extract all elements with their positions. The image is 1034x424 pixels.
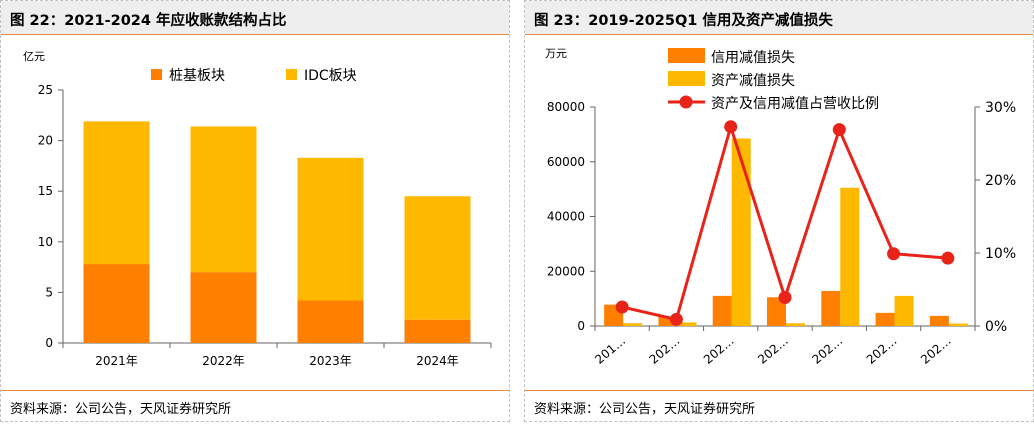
line-point — [669, 312, 683, 326]
line-point — [724, 120, 738, 134]
bar — [786, 323, 805, 326]
bar — [929, 315, 949, 326]
y-tick-label: 40000 — [547, 210, 585, 224]
bar-segment — [297, 157, 364, 301]
x-tick-label: 202… — [647, 334, 683, 367]
y-tick-label: 0 — [45, 336, 53, 350]
bar-line-combo-chart: 万元 0 20000 40000 60000 80000 0% 10% 20% 30% 201… 20… — [545, 47, 1016, 367]
y-tick-label: 80000 — [547, 100, 585, 114]
chart-panel-left: 图 22：2021-2024 年应收账款结构占比 亿元 0 5 10 15 20 25 202… — [0, 0, 510, 422]
line-point — [832, 123, 846, 137]
y2-tick-label: 0% — [985, 319, 1007, 335]
bar-segment — [190, 126, 257, 273]
y-tick-label: 60000 — [547, 155, 585, 169]
legend-swatch — [286, 69, 297, 80]
y-tick-label: 10 — [38, 235, 53, 249]
bar — [658, 316, 678, 326]
series-line — [621, 121, 948, 322]
bar-segment — [83, 121, 150, 265]
bar — [821, 290, 841, 326]
legend-marker — [679, 95, 693, 109]
x-tick-label: 2022年 — [202, 354, 245, 368]
y-tick-label: 0 — [577, 319, 585, 333]
chart-title-bar: 图 22：2021-2024 年应收账款结构占比 — [1, 1, 509, 35]
bar — [948, 323, 968, 326]
y2-tick-label: 10% — [985, 246, 1016, 262]
bar — [677, 322, 697, 326]
line-point — [941, 251, 955, 265]
bar — [894, 295, 914, 326]
bar — [731, 138, 751, 326]
source-note: 资料来源：公司公告，天风证券研究所 — [10, 402, 232, 417]
source-note: 资料来源：公司公告，天风证券研究所 — [534, 402, 756, 417]
bar-segment — [83, 264, 150, 343]
bar — [767, 297, 786, 326]
bar-segment — [404, 319, 471, 343]
legend-label: 信用减值损失 — [711, 50, 795, 66]
bar — [623, 323, 643, 326]
source-bar: 资料来源：公司公告，天风证券研究所 — [1, 390, 509, 421]
bar — [712, 295, 732, 326]
legend-label: 桩基板块 — [169, 67, 225, 84]
y-tick-label: 5 — [45, 285, 53, 299]
y-tick-label: 15 — [38, 184, 53, 198]
legend-swatch — [668, 48, 705, 63]
legend-swatch — [668, 71, 705, 86]
line-point — [615, 300, 629, 314]
legend-label: 资产减值损失 — [711, 73, 795, 89]
y-tick-label: 20 — [38, 134, 53, 148]
x-tick-label: 202… — [809, 334, 845, 367]
legend-label: 资产及信用减值占营收比例 — [711, 96, 879, 112]
bar-segment — [404, 196, 471, 320]
legend-label: IDC板块 — [304, 68, 357, 84]
x-tick-label: 202… — [918, 334, 954, 367]
chart-title: 图 23：2019-2025Q1 信用及资产减值损失 — [534, 13, 833, 29]
x-tick-label: 201… — [592, 334, 628, 367]
legend-swatch — [151, 69, 162, 80]
y2-tick-label: 20% — [985, 173, 1016, 189]
chart-panel-right: 图 23：2019-2025Q1 信用及资产减值损失 万元 0 20000 40000… — [524, 0, 1034, 422]
x-tick-label: 2021年 — [95, 354, 138, 368]
x-tick-label: 2023年 — [309, 354, 352, 368]
chart-title-bar: 图 23：2019-2025Q1 信用及资产减值损失 — [525, 1, 1033, 35]
x-tick-label: 2024年 — [416, 354, 459, 368]
y-tick-label: 25 — [38, 83, 53, 97]
y-tick-label: 20000 — [547, 264, 585, 278]
line-point — [887, 247, 901, 261]
y-axis-unit: 万元 — [545, 47, 567, 60]
x-tick-label: 202… — [701, 334, 737, 367]
bar-segment — [297, 300, 364, 343]
line-point — [778, 291, 792, 305]
bar — [875, 312, 895, 326]
y-axis-unit: 亿元 — [23, 50, 45, 63]
bar-segment — [190, 272, 257, 343]
y2-tick-label: 30% — [985, 100, 1016, 116]
x-tick-label: 202… — [755, 334, 791, 367]
x-tick-label: 202… — [864, 334, 900, 367]
chart-title: 图 22：2021-2024 年应收账款结构占比 — [10, 13, 287, 29]
bar — [840, 187, 860, 326]
source-bar: 资料来源：公司公告，天风证券研究所 — [525, 390, 1033, 421]
stacked-bar-chart: 亿元 0 5 10 15 20 25 2021年 2022年 2023年 2024年 桩基板块 IDC板… — [23, 50, 492, 368]
